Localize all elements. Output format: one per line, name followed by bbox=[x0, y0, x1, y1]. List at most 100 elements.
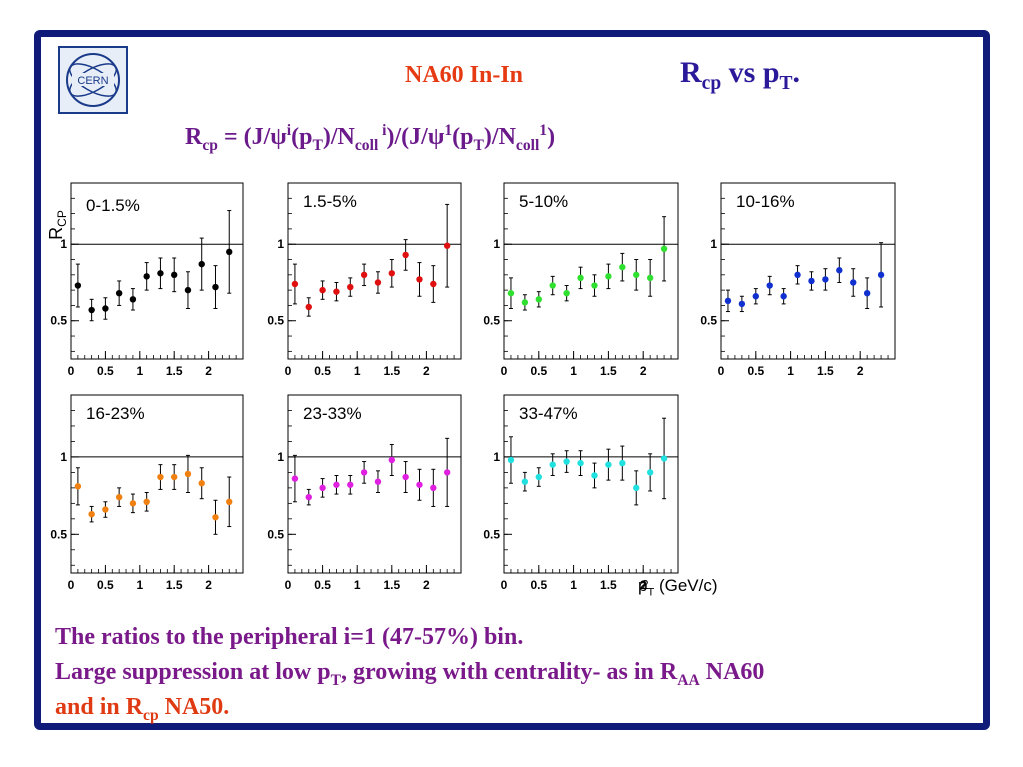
data-point bbox=[102, 506, 109, 513]
caption-line-1: The ratios to the peripheral i=1 (47-57%… bbox=[55, 624, 524, 650]
data-point bbox=[402, 251, 409, 259]
data-point bbox=[305, 493, 312, 501]
x-tick-label: 1 bbox=[136, 364, 143, 378]
data-point bbox=[305, 303, 312, 311]
data-point bbox=[402, 473, 409, 481]
data-point bbox=[577, 274, 584, 282]
data-point bbox=[443, 469, 451, 476]
panel-title: 5-10% bbox=[519, 192, 568, 211]
data-point bbox=[88, 510, 95, 518]
slide-frame bbox=[34, 30, 990, 730]
data-point bbox=[577, 459, 584, 467]
x-tick-label: 1 bbox=[136, 578, 143, 592]
data-point bbox=[549, 461, 556, 468]
x-tick-label: 0.5 bbox=[314, 578, 331, 592]
y-tick-label: 1 bbox=[493, 237, 500, 251]
data-point bbox=[388, 456, 395, 464]
x-tick-label: 0.5 bbox=[97, 364, 114, 378]
x-tick-label: 1 bbox=[570, 578, 577, 592]
data-point bbox=[388, 270, 395, 277]
data-point bbox=[374, 478, 382, 485]
x-tick-label: 1.5 bbox=[383, 364, 400, 378]
cern-logo: CERN bbox=[58, 46, 128, 114]
data-point bbox=[430, 484, 437, 492]
data-point bbox=[507, 456, 515, 464]
data-point bbox=[416, 276, 423, 283]
panel-frame bbox=[70, 182, 244, 360]
x-tick-label: 0 bbox=[718, 364, 725, 378]
y-tick-label: 1 bbox=[277, 237, 284, 251]
x-tick-label: 1.5 bbox=[166, 578, 183, 592]
panel-title: 33-47% bbox=[519, 404, 578, 423]
data-point bbox=[724, 297, 732, 305]
data-point bbox=[794, 271, 801, 279]
data-point bbox=[591, 282, 598, 289]
x-tick-label: 2 bbox=[205, 364, 212, 378]
data-point bbox=[171, 473, 178, 481]
data-point bbox=[521, 478, 529, 485]
data-point bbox=[226, 498, 233, 505]
data-point bbox=[521, 299, 529, 306]
x-tick-label: 2 bbox=[857, 364, 864, 378]
experiment-title: NA60 In-In bbox=[405, 62, 524, 88]
data-point bbox=[563, 289, 570, 297]
data-point bbox=[660, 245, 668, 253]
data-point bbox=[333, 288, 340, 295]
x-tick-label: 1 bbox=[354, 578, 361, 592]
x-axis-label: pT (GeV/c) bbox=[638, 576, 718, 599]
data-point bbox=[115, 289, 123, 297]
x-tick-label: 2 bbox=[423, 578, 430, 592]
y-axis-label: RCP bbox=[46, 210, 69, 240]
data-point bbox=[143, 498, 150, 505]
data-point bbox=[660, 455, 668, 462]
data-point bbox=[360, 469, 368, 476]
slide-title: Rcp vs pT. bbox=[680, 56, 801, 94]
data-point bbox=[591, 472, 598, 479]
data-point bbox=[319, 286, 326, 294]
y-tick-label: 0.5 bbox=[267, 527, 284, 541]
y-tick-label: 0.5 bbox=[50, 314, 67, 328]
data-point bbox=[74, 483, 82, 490]
data-point bbox=[129, 296, 137, 303]
data-point bbox=[877, 271, 885, 279]
data-point bbox=[633, 271, 640, 279]
panel-title: 10-16% bbox=[736, 192, 795, 211]
x-tick-label: 0.5 bbox=[314, 364, 331, 378]
data-point bbox=[535, 473, 542, 481]
panel-title: 16-23% bbox=[86, 404, 145, 423]
data-point bbox=[563, 458, 570, 465]
x-tick-label: 0 bbox=[68, 578, 75, 592]
x-tick-label: 0 bbox=[285, 578, 292, 592]
data-point bbox=[157, 473, 164, 481]
data-point bbox=[605, 273, 612, 280]
panel-frame bbox=[287, 182, 462, 360]
x-tick-label: 0.5 bbox=[747, 364, 764, 378]
y-tick-label: 1 bbox=[60, 237, 67, 251]
data-point bbox=[752, 293, 759, 300]
y-tick-label: 0.5 bbox=[50, 527, 67, 541]
x-tick-label: 2 bbox=[423, 364, 430, 378]
y-tick-label: 1 bbox=[60, 450, 67, 464]
data-point bbox=[74, 282, 82, 289]
data-point bbox=[198, 260, 205, 268]
data-point bbox=[198, 480, 205, 487]
data-point bbox=[850, 279, 857, 286]
y-tick-label: 0.5 bbox=[483, 527, 500, 541]
data-point bbox=[291, 280, 299, 288]
panel-frame bbox=[503, 182, 679, 360]
data-point bbox=[184, 286, 192, 294]
caption-line-3: and in Rcp NA50. bbox=[55, 694, 230, 724]
x-tick-label: 2 bbox=[205, 578, 212, 592]
data-point bbox=[347, 283, 354, 291]
x-tick-label: 0.5 bbox=[530, 578, 547, 592]
data-point bbox=[646, 274, 654, 282]
data-point bbox=[443, 242, 451, 249]
x-tick-label: 1 bbox=[570, 364, 577, 378]
data-point bbox=[738, 300, 746, 308]
caption-line-2: Large suppression at low pT, growing wit… bbox=[55, 659, 765, 689]
data-point bbox=[212, 514, 219, 521]
data-point bbox=[157, 270, 164, 277]
data-point bbox=[416, 481, 423, 488]
x-tick-label: 1 bbox=[354, 364, 361, 378]
